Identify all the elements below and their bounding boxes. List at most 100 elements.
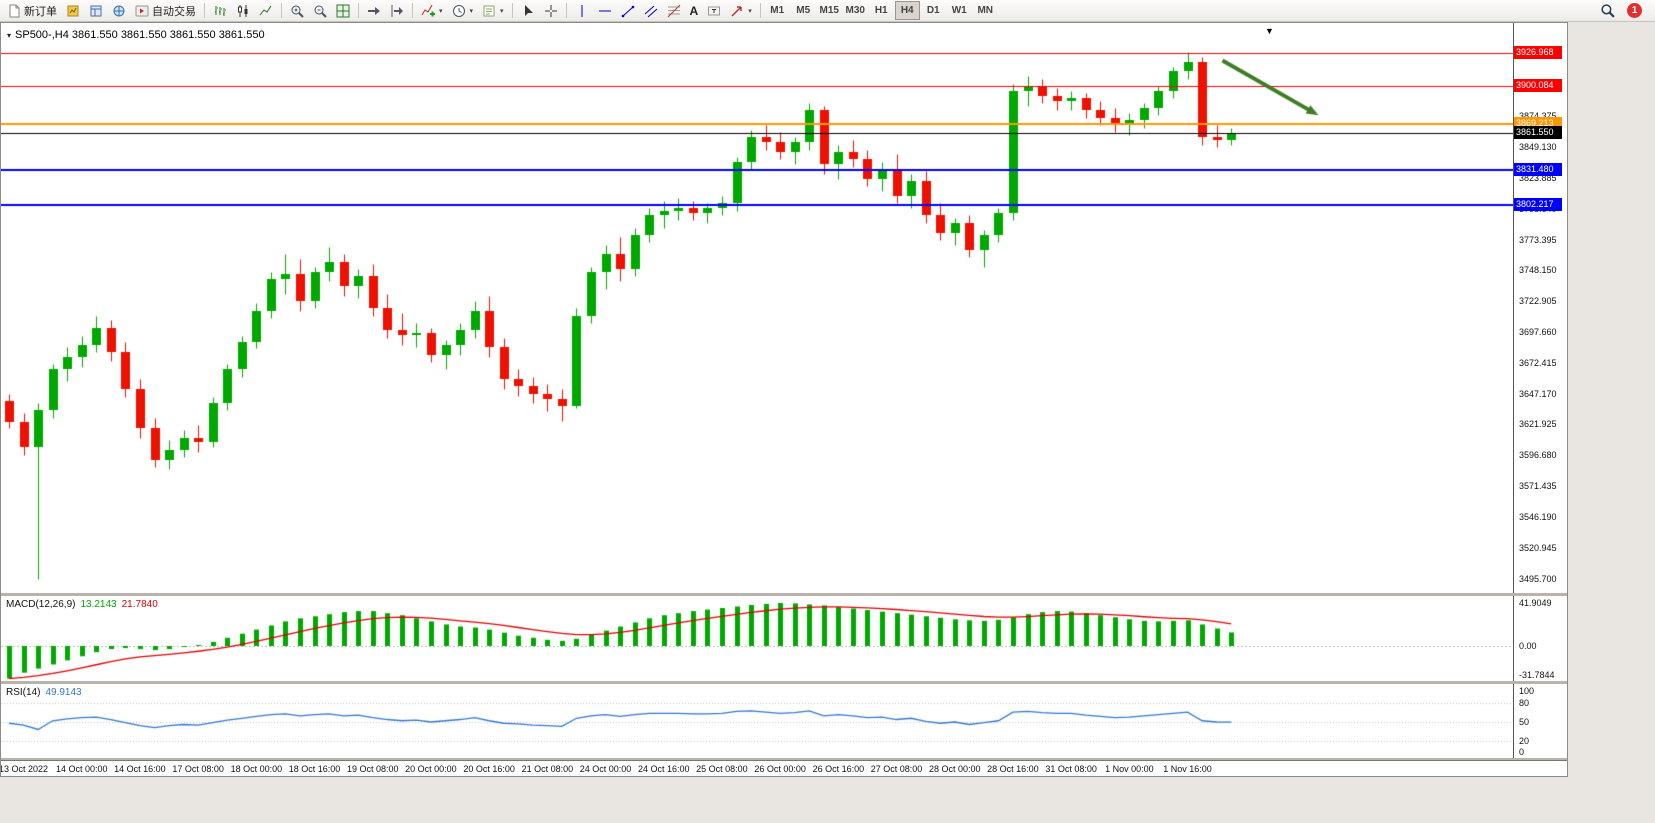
panel-separator[interactable] [1,681,1567,684]
candlestick-chart-button[interactable] [232,1,254,20]
rsi-name: RSI(14) [6,687,41,698]
auto-scroll-icon [368,6,380,15]
time-axis-label: 24 Oct 00:00 [579,764,632,774]
trendline-tool-button[interactable] [617,1,639,20]
macd-canvas[interactable] [1,596,1513,681]
toolbar-separator [412,3,413,18]
time-axis-label: 26 Oct 00:00 [754,764,806,774]
navigator-button[interactable] [108,1,130,20]
toolbar-separator [281,3,282,18]
price-chart-canvas[interactable] [1,23,1513,593]
toolbar-separator [358,3,359,18]
crosshair-button[interactable] [540,1,562,20]
data-window-button[interactable] [85,1,107,20]
notification-badge[interactable]: 1 [1627,3,1642,18]
timeframe-m1-button[interactable]: M1 [765,1,790,20]
timeframe-m30-button[interactable]: M30 [843,1,868,20]
workspace-background-bottom [0,777,1568,823]
toolbar-separator [565,3,567,18]
toolbar-right-group: 1 [1600,3,1652,18]
horizontal-line-tool-button[interactable] [594,1,616,20]
line-chart-button[interactable] [255,1,277,20]
vertical-line-icon [581,4,583,17]
time-axis[interactable]: 13 Oct 2022 14 Oct 00:00 14 Oct 16:00 17 Oc… [1,760,1567,776]
timeframe-d1-button[interactable]: D1 [921,1,946,20]
chart-shift-button[interactable] [386,1,408,20]
indicators-icon [421,4,435,16]
time-axis-label: 19 Oct 08:00 [346,764,399,774]
timeframe-h4-button[interactable]: H4 [894,1,920,20]
time-axis-label: 1 Nov 16:00 [1163,764,1212,774]
time-axis-label: 17 Oct 08:00 [172,764,224,774]
dropdown-icon: ▾ [469,7,474,15]
auto-trading-button[interactable]: 自动交易 [131,1,200,20]
bar-chart-button[interactable] [209,1,231,20]
time-axis-label: 14 Oct 00:00 [55,764,108,774]
text-tool-button[interactable]: A [686,1,703,20]
panel-separator[interactable] [1,758,1567,760]
hline-price-tag: 3831.480 [1514,162,1562,176]
market-watch-button[interactable] [62,1,84,20]
price-scale-label: 3823.885 [1519,172,1557,183]
price-scale-label: 3647.170 [1519,388,1557,399]
rsi-scale-label: 80 [1519,698,1530,709]
macd-signal-value: 21.7840 [121,599,158,610]
templates-button[interactable]: ▾ [478,1,508,20]
zoom-in-button[interactable] [286,1,308,20]
price-scale-label: 3672.415 [1519,357,1557,368]
auto-scroll-button[interactable] [363,1,385,20]
rsi-scale[interactable]: 100 80 50 20 0 [1513,684,1566,758]
tile-windows-icon [336,4,350,17]
timeframe-h1-button[interactable]: H1 [869,1,894,20]
time-axis-label: 18 Oct 00:00 [230,764,283,774]
line-chart-icon [259,5,272,15]
tile-windows-button[interactable] [332,1,354,20]
arrows-tool-button[interactable]: ▾ [726,1,756,20]
chart-title-ohlc: SP500-,H4 3861.550 3861.550 3861.550 386… [15,29,265,41]
time-axis-label: 21 Oct 08:00 [521,764,574,774]
market-watch-icon [67,5,79,16]
search-icon[interactable] [1600,3,1615,18]
new-order-button[interactable]: 新订单 [3,1,61,20]
timeframe-w1-button[interactable]: W1 [947,1,972,20]
fibonacci-tool-button[interactable] [663,1,685,20]
dropdown-icon: ▾ [748,7,752,15]
rsi-scale-label: 100 [1519,686,1535,696]
timeframe-m15-button[interactable]: M15 [817,1,842,20]
one-click-collapse-icon[interactable]: ▾ [7,30,12,40]
time-axis-label: 26 Oct 16:00 [812,764,865,774]
indicators-button[interactable]: ▾ [417,1,447,20]
chart-shift-marker[interactable]: ▼ [1265,26,1274,36]
arrow-shape-icon [731,5,742,17]
rsi-canvas[interactable] [1,684,1513,758]
time-axis-label: 25 Oct 08:00 [696,764,748,774]
time-axis-label: 31 Oct 08:00 [1045,764,1097,774]
time-axis-label: 20 Oct 00:00 [405,764,457,774]
toolbar-separator [511,3,513,18]
macd-scale-label: 41.9049 [1519,598,1552,608]
panel-separator[interactable] [1,593,1567,596]
zoom-out-button[interactable] [309,1,331,20]
macd-scale[interactable]: 41.9049 0.00 -31.7844 [1513,596,1566,681]
price-scale[interactable]: 3874.3753849.1303823.8853798.6403773.395… [1513,23,1566,593]
horizontal-line-icon [598,10,611,11]
periods-button[interactable]: ▾ [448,1,478,20]
timeframe-mn-button[interactable]: MN [973,1,998,20]
price-scale-label: 3546.190 [1519,511,1557,522]
channel-tool-button[interactable] [640,1,662,20]
rsi-panel: RSI(14) 49.9143 100 80 50 20 0 [1,684,1567,758]
price-scale-label: 3520.945 [1519,542,1557,553]
dropdown-icon: ▾ [439,7,443,15]
toolbar-separator [204,3,205,18]
workspace-background-right [1568,22,1655,823]
crosshair-icon [544,4,557,17]
new-order-icon [9,4,20,17]
timeframe-m5-button[interactable]: M5 [791,1,816,20]
cursor-button[interactable] [517,1,539,20]
navigator-icon [113,5,125,16]
clock-icon [452,4,465,17]
price-scale-label: 3571.435 [1519,481,1557,492]
time-axis-label: 18 Oct 16:00 [288,764,341,774]
text-label-tool-button[interactable] [703,1,725,20]
vertical-line-tool-button[interactable] [571,1,593,20]
